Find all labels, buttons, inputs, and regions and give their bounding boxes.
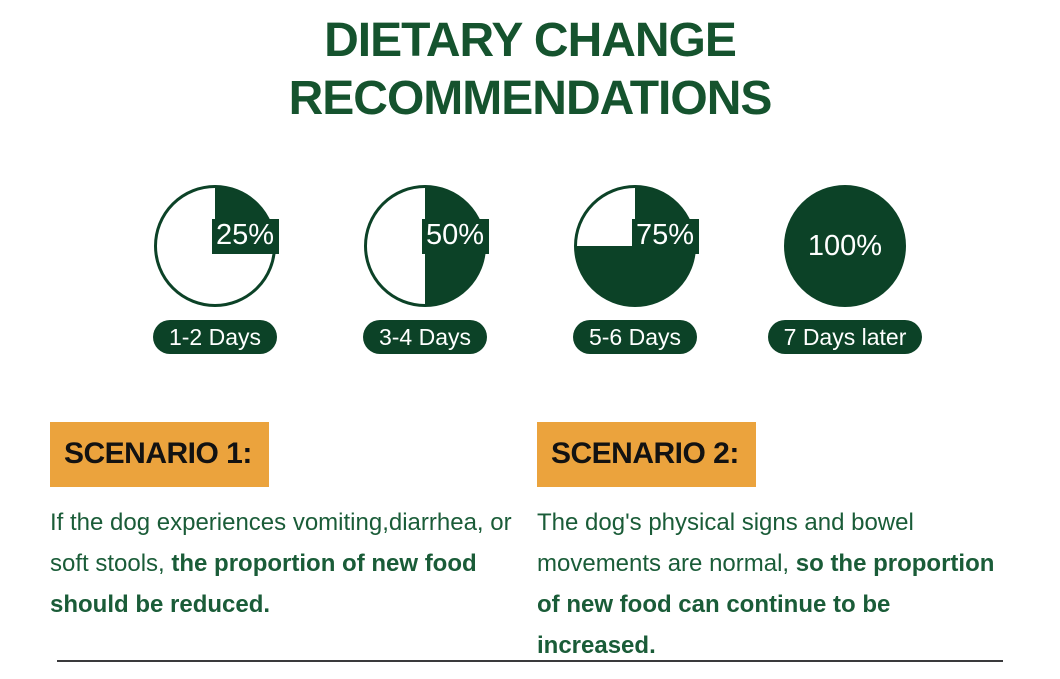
scenario-1-heading: SCENARIO 1:	[50, 422, 269, 487]
scenario-1-text: If the dog experiences vomiting,diarrhea…	[50, 502, 522, 625]
scenario-2-block: SCENARIO 2: The dog's physical signs and…	[537, 422, 1010, 666]
scenario-2-text-bold: so the proportion of new food can contin…	[537, 550, 995, 659]
pie-percent-label: 50%	[422, 218, 490, 254]
pie-chart-75-percent: 75%	[574, 185, 700, 307]
pie-percent-label: 25%	[212, 218, 280, 254]
day-range-label: 5-6 Days	[588, 323, 682, 350]
scenario-1-block: SCENARIO 1: If the dog experiences vomit…	[50, 422, 537, 666]
pie-percent-label: 100%	[807, 229, 883, 262]
timeline-step-3: 75% 5-6 Days	[530, 185, 740, 354]
timeline-step-4: 100% 7 Days later	[740, 185, 950, 354]
pie-chart-100-percent: 100%	[784, 185, 906, 307]
pie-chart-25-percent: 25%	[154, 185, 280, 307]
day-range-label: 1-2 Days	[168, 323, 262, 350]
day-range-badge: 5-6 Days	[572, 320, 698, 354]
title-line-1: DIETARY CHANGE	[324, 14, 737, 67]
scenario-2-heading: SCENARIO 2:	[537, 422, 756, 487]
timeline-step-2: 50% 3-4 Days	[320, 185, 530, 354]
transition-timeline: 25% 1-2 Days 50% 3-4 Days 75% 5-6 Days	[110, 185, 950, 354]
bottom-divider	[57, 660, 1003, 662]
scenario-2-text: The dog's physical signs and bowel movem…	[537, 502, 1009, 666]
day-range-badge: 7 Days later	[767, 320, 923, 354]
pie-percent-label: 75%	[632, 218, 700, 254]
pie-chart-50-percent: 50%	[364, 185, 490, 307]
timeline-step-1: 25% 1-2 Days	[110, 185, 320, 354]
scenarios-section: SCENARIO 1: If the dog experiences vomit…	[50, 422, 1010, 666]
scenario-1-text-normal: If the dog experiences vomiting,diarrhea…	[50, 509, 512, 577]
title-line-2: RECOMMENDATIONS	[288, 72, 773, 125]
scenario-2-text-normal: The dog's physical signs and bowel movem…	[537, 509, 914, 577]
day-range-badge: 3-4 Days	[362, 320, 488, 354]
day-range-badge: 1-2 Days	[152, 320, 278, 354]
day-range-label: 3-4 Days	[378, 323, 472, 350]
scenario-1-text-bold: the proportion of new food should be red…	[50, 550, 477, 618]
day-range-label: 7 Days later	[783, 323, 907, 350]
page-title: DIETARY CHANGE RECOMMENDATIONS	[0, 12, 1060, 128]
